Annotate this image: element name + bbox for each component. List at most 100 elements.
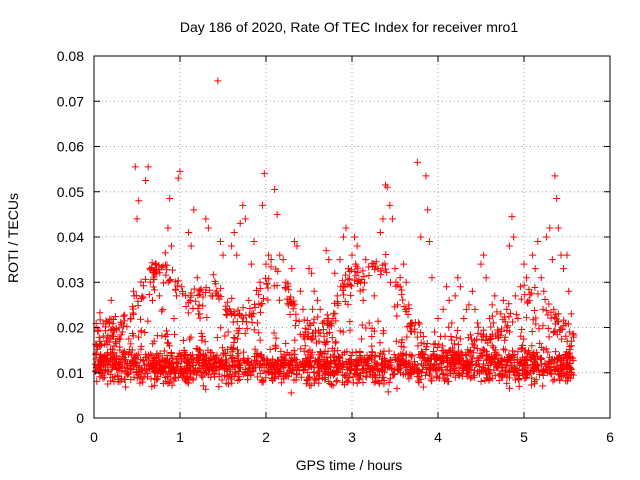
data-point — [222, 356, 230, 364]
data-point — [348, 251, 356, 259]
data-point — [109, 345, 117, 353]
data-point — [273, 210, 281, 218]
data-point — [509, 318, 517, 326]
data-point — [570, 331, 578, 339]
data-point — [91, 367, 99, 375]
data-point — [357, 278, 365, 286]
data-point — [439, 370, 447, 378]
data-point — [361, 358, 369, 366]
x-tick-label: 6 — [606, 429, 614, 445]
data-point — [519, 362, 527, 370]
data-point — [339, 363, 347, 371]
data-point — [427, 375, 435, 383]
data-point — [166, 276, 174, 284]
data-point — [397, 369, 405, 377]
data-point — [265, 275, 273, 283]
data-point — [182, 292, 190, 300]
data-point — [362, 373, 370, 381]
data-point — [324, 365, 332, 373]
data-point — [353, 242, 361, 250]
data-point — [456, 335, 464, 343]
data-point — [381, 265, 389, 273]
data-point — [174, 277, 182, 285]
data-point — [533, 348, 541, 356]
data-point — [447, 356, 455, 364]
data-point — [562, 364, 570, 372]
data-point — [145, 291, 153, 299]
data-point — [202, 215, 210, 223]
data-point — [190, 206, 198, 214]
data-point — [124, 351, 132, 359]
data-point — [319, 326, 327, 334]
data-point — [197, 285, 205, 293]
data-point — [399, 296, 407, 304]
data-point — [485, 369, 493, 377]
data-point — [474, 323, 482, 331]
data-point — [527, 289, 535, 297]
data-point — [435, 340, 443, 348]
data-point — [535, 325, 543, 333]
data-point — [537, 367, 545, 375]
data-point — [346, 275, 354, 283]
data-point — [537, 274, 545, 282]
data-point — [403, 333, 411, 341]
data-point — [242, 365, 250, 373]
data-point — [320, 350, 328, 358]
data-point — [308, 269, 316, 277]
data-point — [518, 325, 526, 333]
data-point — [281, 351, 289, 359]
data-point — [255, 291, 263, 299]
data-point — [194, 345, 202, 353]
data-point — [168, 381, 176, 389]
data-point — [380, 380, 388, 388]
data-point — [347, 360, 355, 368]
data-point — [456, 283, 464, 291]
data-point — [236, 375, 244, 383]
data-point — [487, 323, 495, 331]
data-point — [257, 308, 265, 316]
data-point — [156, 350, 164, 358]
data-point — [480, 346, 488, 354]
data-point — [203, 360, 211, 368]
data-point — [239, 354, 247, 362]
data-point — [222, 305, 230, 313]
data-point — [345, 374, 353, 382]
data-point — [160, 357, 168, 365]
data-point — [188, 358, 196, 366]
data-point — [431, 340, 439, 348]
data-point — [296, 287, 304, 295]
data-point — [129, 330, 137, 338]
data-point — [260, 294, 268, 302]
data-point — [122, 383, 130, 391]
data-point — [210, 370, 218, 378]
data-point — [562, 377, 570, 385]
data-point — [529, 316, 537, 324]
data-point — [153, 376, 161, 384]
data-point — [273, 364, 281, 372]
data-point — [566, 359, 574, 367]
data-point — [152, 367, 160, 375]
data-point — [356, 287, 364, 295]
data-point — [284, 282, 292, 290]
data-point — [362, 324, 370, 332]
data-point — [319, 319, 327, 327]
data-point — [176, 352, 184, 360]
data-point — [172, 355, 180, 363]
data-point — [419, 383, 427, 391]
data-point — [472, 361, 480, 369]
data-point — [339, 328, 347, 336]
data-point — [497, 355, 505, 363]
data-point — [414, 342, 422, 350]
data-point — [539, 382, 547, 390]
data-point — [116, 335, 124, 343]
data-point — [378, 366, 386, 374]
data-point — [477, 260, 485, 268]
data-point — [556, 326, 564, 334]
data-point — [193, 274, 201, 282]
data-point — [271, 341, 279, 349]
data-point — [173, 282, 181, 290]
data-point — [514, 314, 522, 322]
data-point — [520, 260, 528, 268]
data-point — [312, 339, 320, 347]
data-point — [174, 174, 182, 182]
